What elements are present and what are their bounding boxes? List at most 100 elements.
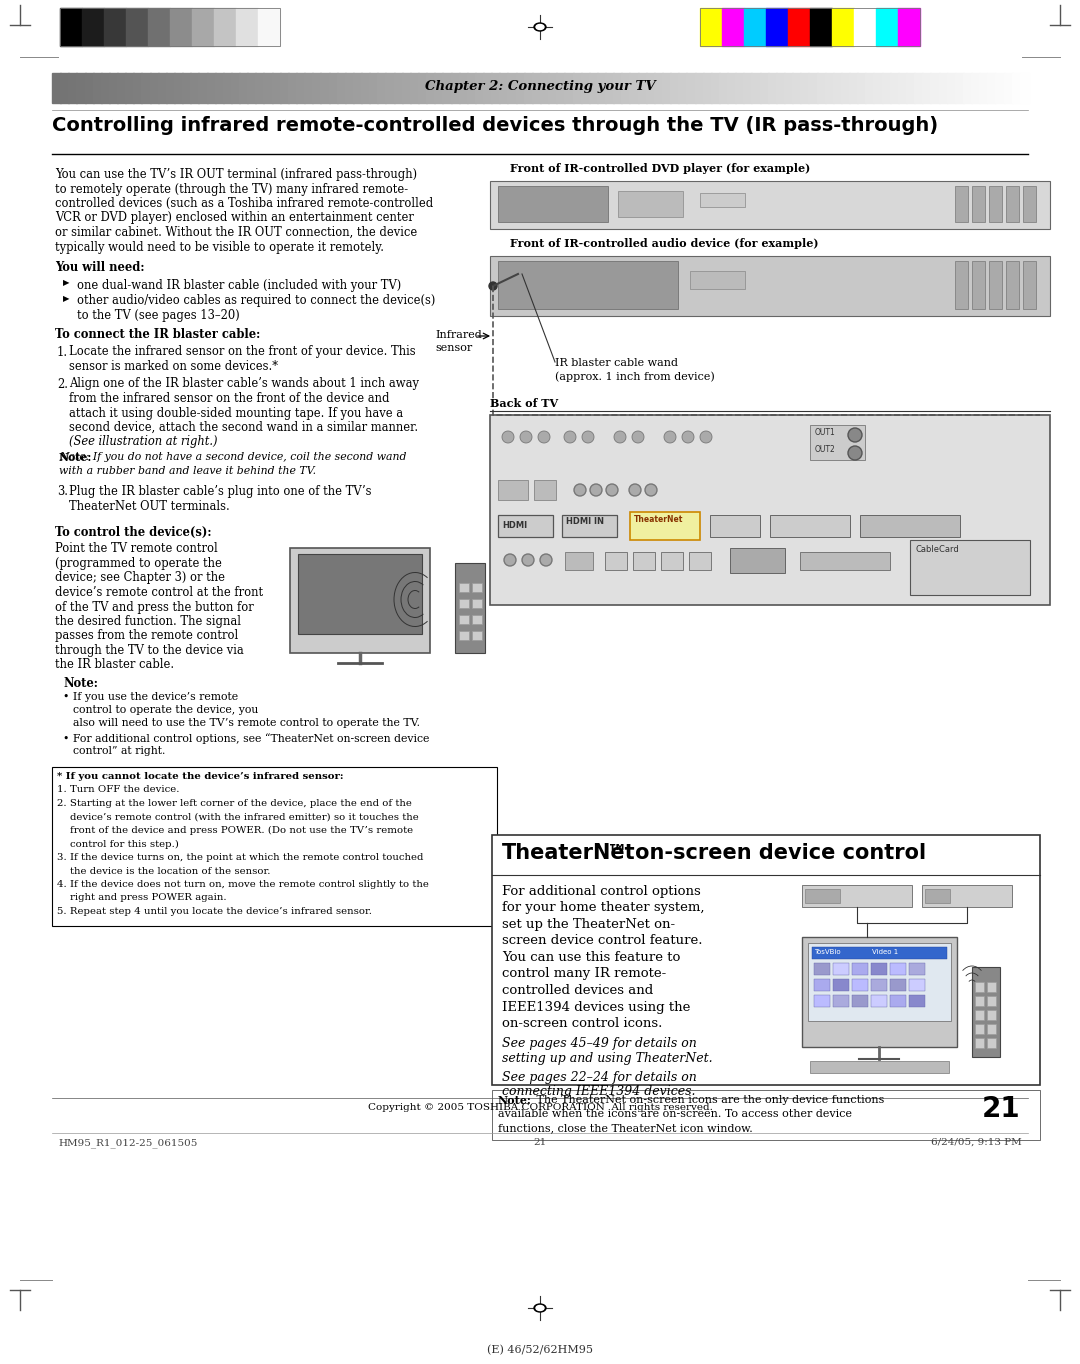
Bar: [60, 8, 280, 46]
Bar: [678, 74, 687, 104]
Bar: [909, 963, 924, 975]
Bar: [258, 8, 280, 46]
Bar: [906, 74, 915, 104]
Bar: [206, 74, 216, 104]
Text: of the TV and press the button for: of the TV and press the button for: [55, 600, 254, 614]
Text: 2.: 2.: [57, 378, 68, 390]
Bar: [784, 74, 793, 104]
Bar: [752, 74, 760, 104]
Bar: [192, 8, 214, 46]
Bar: [870, 963, 887, 975]
Bar: [605, 74, 615, 104]
Bar: [633, 552, 654, 570]
Ellipse shape: [534, 1304, 546, 1312]
Text: Point the TV remote control: Point the TV remote control: [55, 543, 218, 555]
Text: device’s remote control (with the infrared emitter) so it touches the: device’s remote control (with the infrar…: [57, 813, 419, 821]
Bar: [816, 74, 826, 104]
Text: 3.: 3.: [57, 486, 68, 498]
Text: one dual-wand IR blaster cable (included with your TV): one dual-wand IR blaster cable (included…: [77, 278, 402, 292]
Bar: [810, 426, 865, 460]
Bar: [562, 516, 617, 537]
Bar: [662, 74, 671, 104]
Text: control for this step.): control for this step.): [57, 839, 179, 848]
Bar: [490, 415, 1050, 606]
Bar: [825, 74, 834, 104]
Text: (programmed to operate the: (programmed to operate the: [55, 557, 221, 570]
Bar: [800, 74, 809, 104]
Bar: [768, 74, 777, 104]
Text: Plug the IR blaster cable’s plug into one of the TV’s: Plug the IR blaster cable’s plug into on…: [69, 486, 372, 498]
Bar: [498, 261, 678, 310]
Bar: [459, 599, 469, 607]
Bar: [832, 8, 854, 46]
Text: IEEE1394 devices using the: IEEE1394 devices using the: [502, 1001, 690, 1013]
Bar: [190, 74, 200, 104]
Text: 5. Repeat step 4 until you locate the device’s infrared sensor.: 5. Repeat step 4 until you locate the de…: [57, 907, 372, 917]
Bar: [158, 74, 167, 104]
Bar: [1023, 186, 1036, 222]
Bar: [802, 885, 912, 907]
Bar: [492, 835, 1040, 1084]
Text: the IR blaster cable.: the IR blaster cable.: [55, 659, 174, 671]
Bar: [914, 74, 923, 104]
Bar: [947, 74, 956, 104]
Bar: [77, 74, 85, 104]
Bar: [467, 74, 476, 104]
Bar: [630, 74, 638, 104]
Bar: [215, 74, 224, 104]
Bar: [792, 74, 801, 104]
Bar: [450, 74, 460, 104]
Text: CableCard: CableCard: [915, 546, 959, 554]
Ellipse shape: [536, 25, 544, 30]
Text: (See illustration at right.): (See illustration at right.): [69, 435, 217, 449]
Bar: [809, 74, 818, 104]
Bar: [472, 599, 482, 607]
Bar: [955, 186, 968, 222]
Text: TosVBio: TosVBio: [814, 949, 840, 955]
Text: attach it using double-sided mounting tape. If you have a: attach it using double-sided mounting ta…: [69, 406, 403, 420]
Bar: [694, 74, 704, 104]
Bar: [498, 480, 528, 501]
Text: through the TV to the device via: through the TV to the device via: [55, 644, 244, 657]
Text: Copyright © 2005 TOSHIBA CORPORATION  All rights reserved.: Copyright © 2005 TOSHIBA CORPORATION All…: [367, 1103, 713, 1112]
Bar: [987, 996, 996, 1007]
Bar: [975, 996, 984, 1007]
Bar: [833, 994, 849, 1007]
Text: ▶: ▶: [63, 295, 69, 303]
Bar: [418, 74, 427, 104]
Bar: [922, 74, 931, 104]
Text: IR blaster cable wand: IR blaster cable wand: [555, 357, 678, 368]
Bar: [498, 186, 608, 222]
Bar: [972, 967, 1000, 1057]
Bar: [361, 74, 370, 104]
Text: typically would need to be visible to operate it remotely.: typically would need to be visible to op…: [55, 240, 384, 254]
Bar: [459, 74, 468, 104]
Bar: [876, 8, 897, 46]
Bar: [989, 186, 1002, 222]
Bar: [549, 74, 557, 104]
Bar: [264, 74, 272, 104]
Text: Chapter 2: Connecting your TV: Chapter 2: Connecting your TV: [424, 80, 656, 93]
Bar: [490, 256, 1050, 316]
Bar: [802, 937, 957, 1048]
Bar: [255, 74, 265, 104]
Bar: [955, 261, 968, 310]
Text: Front of IR-controlled DVD player (for example): Front of IR-controlled DVD player (for e…: [510, 164, 810, 175]
Bar: [321, 74, 329, 104]
Circle shape: [582, 431, 594, 443]
Bar: [814, 979, 831, 992]
Text: TheaterNet OUT terminals.: TheaterNet OUT terminals.: [69, 499, 230, 513]
Text: front of the device and press POWER. (Do not use the TV’s remote: front of the device and press POWER. (Do…: [57, 827, 414, 835]
Bar: [841, 74, 850, 104]
Text: to remotely operate (through the TV) many infrared remote-: to remotely operate (through the TV) man…: [55, 183, 408, 195]
Bar: [84, 74, 94, 104]
Text: For additional control options: For additional control options: [502, 885, 701, 898]
Bar: [125, 74, 134, 104]
Ellipse shape: [534, 23, 546, 31]
Circle shape: [519, 431, 532, 443]
Text: 2. Starting at the lower left corner of the device, place the end of the: 2. Starting at the lower left corner of …: [57, 799, 411, 807]
Bar: [971, 74, 981, 104]
Bar: [700, 8, 920, 46]
Text: • For additional control options, see “TheaterNet on-screen device: • For additional control options, see “T…: [63, 732, 430, 743]
Bar: [52, 767, 497, 926]
